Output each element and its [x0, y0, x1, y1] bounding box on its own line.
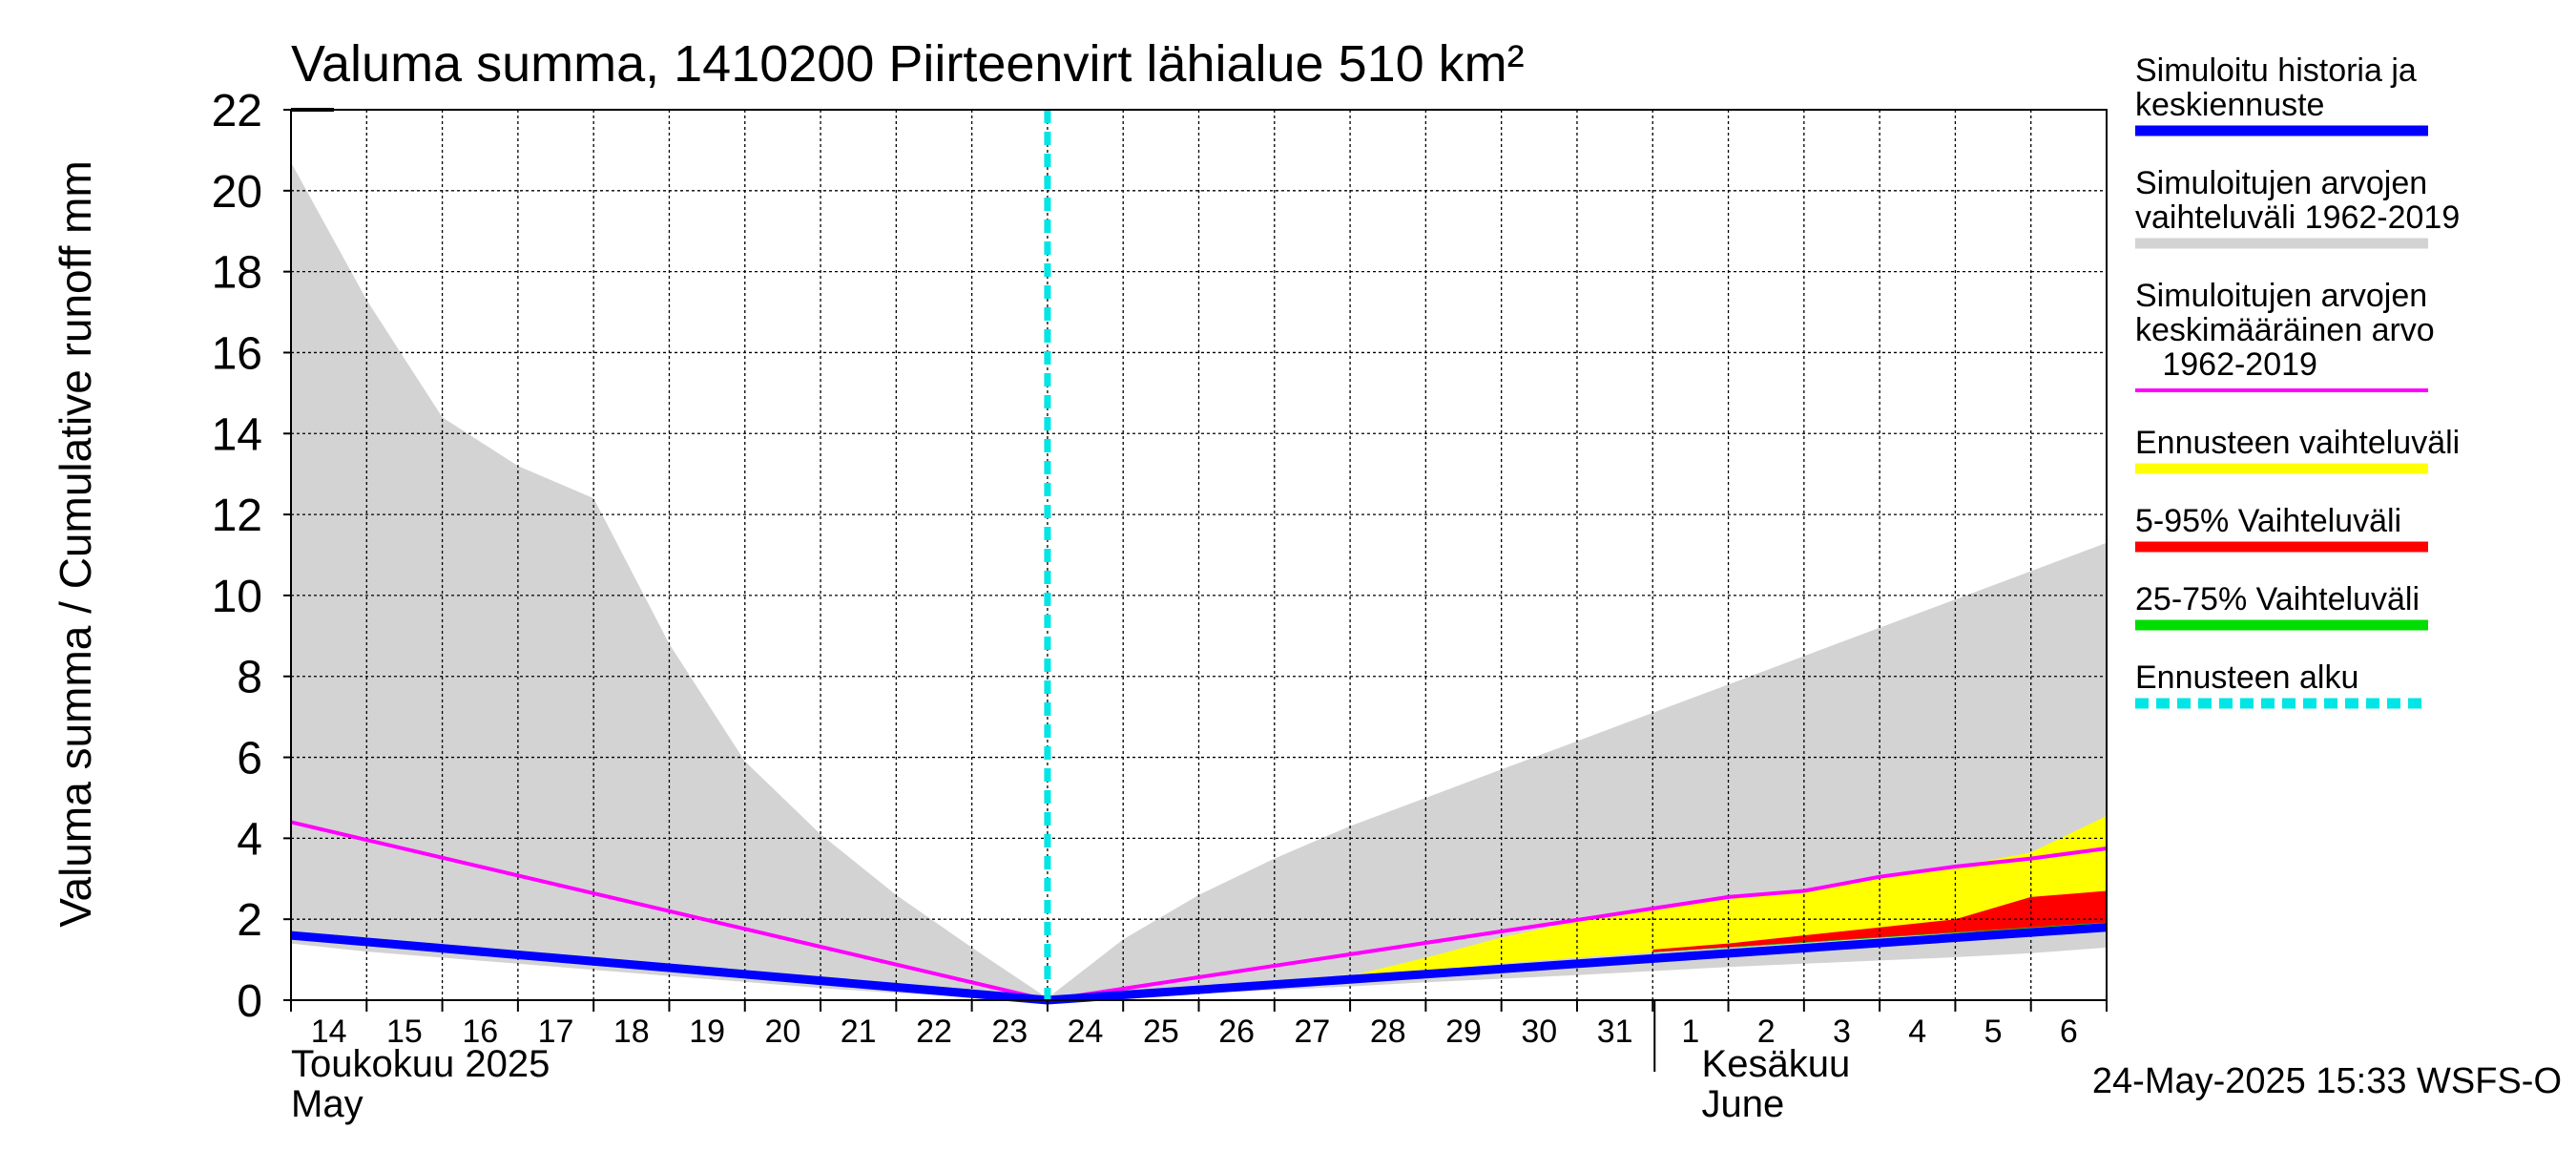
- legend-label: 25-75% Vaihteluväli: [2135, 581, 2420, 617]
- y-tick-label: 0: [237, 976, 262, 1027]
- y-tick-label: 18: [212, 248, 262, 299]
- legend-label: Simuloitujen arvojen: [2135, 165, 2427, 201]
- axes-layer: [283, 108, 2108, 1072]
- x-tick-label: 19: [689, 1014, 725, 1050]
- legend-label: Ennusteen alku: [2135, 659, 2358, 696]
- y-tick-label: 8: [237, 653, 262, 703]
- y-axis-label: Valuma summa / Cumulative runoff mm: [51, 160, 100, 928]
- month-label-en: May: [291, 1083, 364, 1125]
- x-tick-label: 22: [916, 1014, 952, 1050]
- y-tick-label: 14: [212, 409, 262, 460]
- x-tick-label: 17: [538, 1014, 574, 1050]
- y-tick-label: 16: [212, 328, 262, 379]
- x-tick-label: 14: [311, 1014, 347, 1050]
- month-label-fi: Kesäkuu: [1702, 1043, 1851, 1085]
- x-tick-label: 6: [2060, 1014, 2078, 1050]
- x-tick-label: 27: [1295, 1014, 1331, 1050]
- x-tick-label: 30: [1521, 1014, 1557, 1050]
- band-series-1: [1350, 816, 2107, 978]
- y-tick-label: 4: [237, 814, 262, 865]
- x-tick-label: 18: [613, 1014, 650, 1050]
- y-tick-label: 2: [237, 895, 262, 946]
- x-tick-label: 2: [1757, 1014, 1776, 1050]
- y-tick-label: 12: [212, 491, 262, 541]
- x-tick-label: 25: [1143, 1014, 1179, 1050]
- band-series-3: [1652, 922, 2107, 952]
- legend-label: Simuloitujen arvojen: [2135, 278, 2427, 314]
- x-tick-label: 3: [1833, 1014, 1851, 1050]
- x-tick-label: 23: [991, 1014, 1028, 1050]
- band-layer: [291, 162, 2107, 1001]
- text-layer: Valuma summa, 1410200 Piirteenvirt lähia…: [51, 35, 2562, 1125]
- legend-label: keskimääräinen arvo: [2135, 312, 2435, 348]
- band-series-2: [1652, 890, 2107, 952]
- month-label-fi: Toukokuu 2025: [291, 1043, 550, 1085]
- y-tick-label: 6: [237, 734, 262, 784]
- legend-label: vaihteluväli 1962-2019: [2135, 199, 2460, 236]
- legend-label: 1962-2019: [2135, 346, 2317, 383]
- x-tick-label: 1: [1681, 1014, 1699, 1050]
- x-tick-label: 28: [1370, 1014, 1406, 1050]
- legend-label: 5-95% Vaihteluväli: [2135, 503, 2401, 539]
- x-tick-label: 20: [764, 1014, 800, 1050]
- x-tick-label: 15: [386, 1014, 423, 1050]
- chart-title: Valuma summa, 1410200 Piirteenvirt lähia…: [291, 35, 1525, 93]
- y-tick-label: 20: [212, 167, 262, 218]
- series-line-4: [290, 820, 2108, 1002]
- band-series-0: [291, 162, 2107, 1001]
- footer-timestamp: 24-May-2025 15:33 WSFS-O: [2092, 1061, 2562, 1101]
- x-tick-label: 5: [1984, 1014, 2003, 1050]
- month-label-en: June: [1702, 1083, 1785, 1125]
- x-tick-label: 24: [1068, 1014, 1104, 1050]
- x-tick-label: 26: [1218, 1014, 1255, 1050]
- legend-label: Ennusteen vaihteluväli: [2135, 425, 2460, 461]
- x-tick-label: 29: [1445, 1014, 1482, 1050]
- legend-label: keskiennuste: [2135, 87, 2324, 123]
- y-tick-label: 10: [212, 572, 262, 622]
- y-tick-label: 22: [212, 86, 262, 136]
- x-tick-label: 21: [841, 1014, 877, 1050]
- legend-label: Simuloitu historia ja: [2135, 52, 2417, 89]
- x-tick-label: 4: [1908, 1014, 1926, 1050]
- x-tick-label: 16: [462, 1014, 498, 1050]
- x-tick-label: 31: [1597, 1014, 1633, 1050]
